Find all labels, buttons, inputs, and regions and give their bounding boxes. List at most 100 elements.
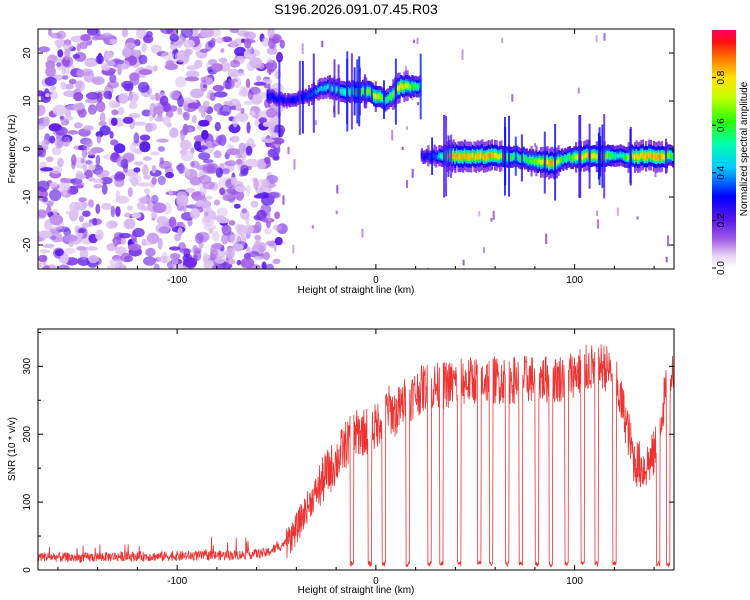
y-tick-label: 200 (22, 425, 33, 442)
noise-speck (667, 235, 670, 247)
snr-panel: -100 0 100 0 100 200 300 Height of straight li… (7, 328, 675, 596)
noise-blob (262, 121, 274, 128)
noise-blob (146, 232, 160, 244)
y-tick-label: 10 (22, 95, 33, 107)
noise-blob (123, 83, 134, 92)
ridge-cell (486, 154, 489, 159)
noise-blob (197, 199, 204, 206)
noise-blob (143, 174, 151, 180)
noise-blob (230, 40, 237, 48)
noise-blob (88, 255, 99, 264)
noise-blob (229, 234, 241, 245)
ridge-cell (385, 97, 388, 103)
ridge-cell (540, 160, 543, 165)
noise-blob (175, 76, 187, 88)
noise-blob (78, 197, 87, 202)
noise-blob (114, 173, 119, 181)
ridge-cell (654, 154, 657, 160)
noise-blob (229, 59, 241, 68)
noise-blob (121, 236, 126, 246)
noise-blob (177, 95, 185, 108)
ridge-streak (356, 59, 359, 124)
noise-blob (85, 246, 98, 251)
noise-blob (85, 92, 100, 100)
ridge-cell (559, 158, 562, 164)
ridge-streak (508, 115, 510, 197)
noise-blob (240, 234, 247, 246)
ridge-cell (339, 88, 342, 94)
noise-blob (106, 60, 116, 66)
ridge-streak (301, 61, 304, 134)
ridge-cell (266, 93, 269, 99)
x-tick-label: -100 (167, 275, 187, 286)
noise-blob (129, 142, 137, 153)
ridge-cell (274, 96, 277, 102)
noise-blob (253, 194, 264, 199)
noise-blob (99, 176, 113, 185)
noise-blob (60, 252, 69, 264)
noise-blob (157, 237, 163, 250)
noise-blob (276, 51, 283, 63)
ridge-streak (447, 135, 450, 177)
ridge-cell (548, 161, 551, 167)
noise-blob (70, 209, 80, 217)
ridge-cell (288, 98, 291, 103)
ridge-cell (396, 86, 400, 91)
noise-blob (127, 243, 142, 251)
ridge-streak (445, 116, 448, 197)
noise-blob (98, 121, 107, 127)
noise-blob (99, 125, 111, 136)
ridge-cell (624, 155, 627, 160)
ridge-cell (562, 157, 565, 163)
noise-blob (197, 105, 205, 114)
noise-blob (60, 81, 67, 90)
noise-blob (139, 141, 151, 153)
noise-blob (133, 161, 144, 166)
noise-blob (95, 229, 104, 241)
ridge-cell (532, 157, 535, 163)
noise-blob (113, 143, 126, 154)
noise-speck (314, 120, 317, 126)
ridge-cell (672, 154, 674, 160)
ridge-cell (466, 154, 470, 160)
noise-speck (417, 102, 420, 106)
noise-speck (311, 225, 314, 229)
ridge-cell (533, 159, 536, 165)
noise-blob (215, 37, 224, 44)
noise-speck (534, 143, 536, 147)
noise-blob (46, 205, 52, 217)
noise-blob (84, 59, 97, 67)
ridge-streak (514, 136, 517, 176)
ridge-cell (633, 155, 637, 160)
noise-blob (216, 111, 230, 116)
noise-blob (202, 181, 215, 190)
noise-blob (47, 29, 53, 36)
noise-blob (151, 177, 157, 185)
noise-blob (202, 163, 216, 175)
noise-blob (180, 150, 194, 162)
ridge-cell (411, 83, 414, 88)
noise-blob (88, 150, 97, 155)
noise-blob (272, 258, 281, 264)
noise-blob (243, 252, 252, 260)
noise-blob (265, 62, 275, 69)
ridge-streak (601, 124, 604, 188)
noise-speck (282, 195, 285, 205)
ridge-cell (271, 93, 274, 99)
noise-blob (244, 158, 259, 168)
noise-blob (253, 255, 265, 260)
noise-blob (161, 251, 168, 262)
noise-blob (228, 123, 241, 134)
colorbar-label: Normalized spectral amplitude (739, 81, 750, 216)
noise-speck (490, 218, 493, 222)
noise-speck (361, 228, 364, 238)
noise-blob (41, 139, 49, 150)
ridge-cell (406, 83, 409, 89)
ridge-cell (594, 153, 597, 158)
noise-blob (243, 100, 253, 106)
noise-blob (76, 43, 81, 52)
noise-blob (54, 249, 64, 257)
noise-blob (45, 92, 50, 98)
noise-blob (189, 208, 201, 220)
